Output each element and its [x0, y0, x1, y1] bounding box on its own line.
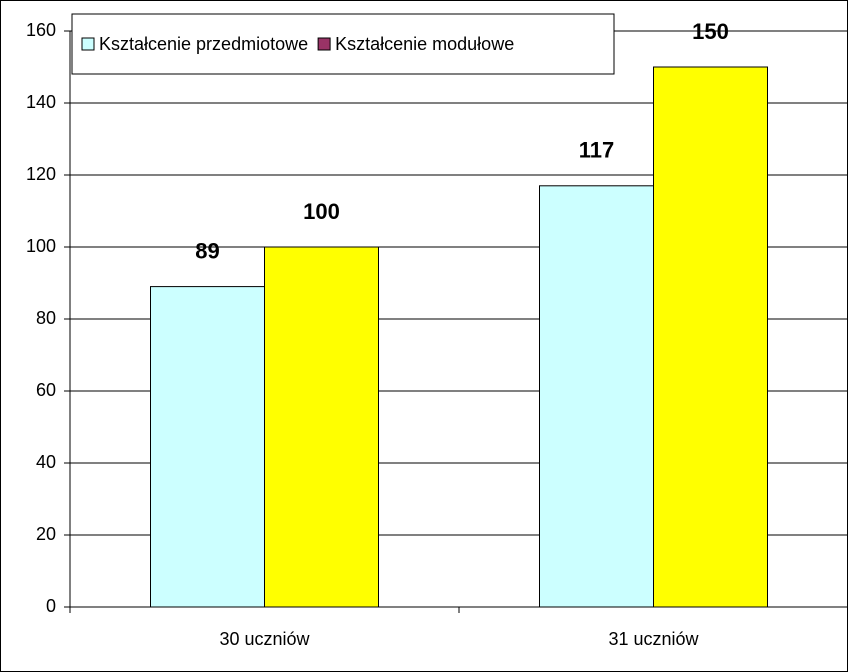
x-tick-label: 30 uczniów: [219, 629, 310, 649]
legend-swatch: [317, 37, 331, 51]
value-label: 100: [303, 199, 340, 224]
value-label: 117: [579, 138, 615, 163]
legend-swatch: [81, 37, 95, 51]
legend-box: [71, 13, 615, 75]
y-tick-label: 140: [26, 92, 56, 112]
y-tick-label: 120: [26, 164, 56, 184]
y-tick-label: 20: [36, 524, 56, 544]
y-tick-label: 80: [36, 308, 56, 328]
legend-label: Kształcenie modułowe: [335, 34, 514, 54]
y-tick-label: 160: [26, 20, 56, 40]
x-tick-label: 31 uczniów: [608, 629, 699, 649]
value-label: 89: [195, 238, 219, 263]
bar: [264, 246, 379, 608]
y-tick-label: 100: [26, 236, 56, 256]
y-tick-label: 0: [46, 596, 56, 616]
value-label: 150: [692, 19, 729, 44]
legend-label: Kształcenie przedmiotowe: [99, 34, 308, 54]
y-tick-label: 40: [36, 452, 56, 472]
y-tick-label: 60: [36, 380, 56, 400]
bar: [539, 185, 654, 608]
bar: [150, 286, 265, 608]
bar: [653, 66, 768, 608]
